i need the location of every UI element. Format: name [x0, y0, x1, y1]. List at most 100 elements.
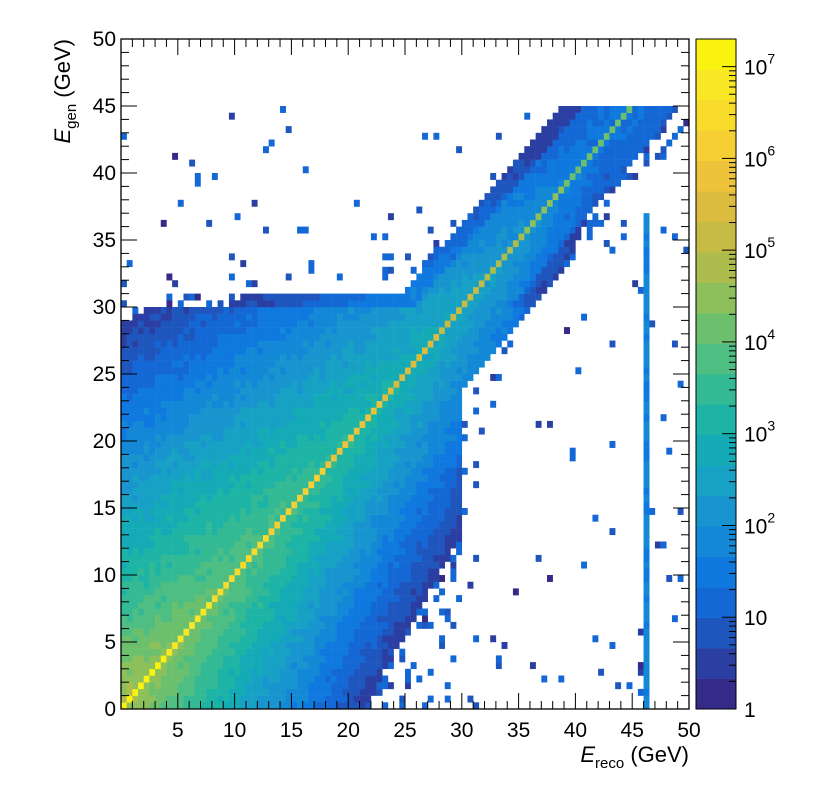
- histogram-cell: [319, 688, 326, 696]
- histogram-cell: [297, 293, 304, 301]
- histogram-cell: [143, 588, 150, 596]
- histogram-cell: [353, 333, 360, 341]
- histogram-cell: [280, 568, 286, 576]
- histogram-cell: [245, 575, 252, 582]
- histogram-cell: [280, 521, 286, 529]
- histogram-cell: [314, 434, 321, 442]
- histogram-cell: [268, 508, 275, 515]
- histogram-cell: [331, 320, 338, 328]
- histogram-cell: [160, 380, 167, 388]
- histogram-cell: [558, 146, 565, 154]
- histogram-cell: [234, 635, 241, 643]
- histogram-cell: [126, 508, 133, 515]
- histogram-cell: [439, 266, 446, 274]
- histogram-cell: [149, 508, 156, 515]
- histogram-cell: [217, 481, 224, 489]
- histogram-cell: [535, 179, 542, 187]
- histogram-cell: [439, 273, 446, 281]
- histogram-cell: [382, 494, 389, 502]
- histogram-cell: [501, 233, 508, 241]
- histogram-cell: [228, 508, 235, 515]
- histogram-cell: [211, 675, 218, 683]
- histogram-cell: [126, 521, 133, 529]
- histogram-cell: [564, 226, 570, 234]
- histogram-cell: [132, 695, 139, 703]
- histogram-cell: [285, 648, 292, 656]
- histogram-cell: [280, 340, 286, 348]
- histogram-cell: [444, 380, 451, 388]
- histogram-cell: [433, 427, 440, 435]
- histogram-cell: [512, 266, 519, 274]
- histogram-cell: [484, 226, 491, 234]
- histogram-cell: [302, 434, 309, 442]
- histogram-cell: [427, 434, 434, 442]
- histogram-cell: [382, 420, 389, 428]
- histogram-cell: [251, 675, 258, 683]
- histogram-cell: [143, 534, 150, 542]
- histogram-cell: [632, 280, 639, 288]
- histogram-cell: [251, 441, 258, 448]
- histogram-cell: [314, 675, 321, 683]
- histogram-cell: [581, 561, 588, 569]
- histogram-cell: [529, 159, 536, 167]
- histogram-cell: [558, 112, 565, 120]
- histogram-cell: [439, 554, 446, 562]
- histogram-cell: [439, 313, 446, 321]
- histogram-cell: [166, 353, 173, 361]
- histogram-cell: [586, 193, 593, 201]
- histogram-cell: [422, 327, 428, 335]
- histogram-cell: [512, 240, 519, 247]
- histogram-cell: [524, 146, 531, 154]
- histogram-cell: [240, 467, 247, 475]
- histogram-cell: [155, 554, 162, 562]
- histogram-cell: [353, 568, 360, 576]
- histogram-cell: [314, 474, 321, 482]
- histogram-cell: [228, 554, 235, 562]
- histogram-cell: [376, 642, 383, 649]
- edge-column-cell: [643, 528, 650, 536]
- histogram-cell: [211, 333, 218, 341]
- histogram-cell: [251, 280, 258, 288]
- histogram-cell: [274, 427, 281, 435]
- histogram-cell: [353, 648, 360, 656]
- histogram-cell: [376, 327, 383, 335]
- histogram-cell: [348, 441, 355, 448]
- histogram-cell: [393, 628, 400, 636]
- histogram-cell: [387, 407, 394, 415]
- histogram-cell: [206, 219, 213, 227]
- histogram-cell: [228, 528, 235, 536]
- histogram-cell: [245, 380, 252, 388]
- histogram-cell: [143, 655, 150, 663]
- histogram-cell: [387, 494, 394, 502]
- histogram-cell: [535, 166, 542, 174]
- histogram-cell: [342, 340, 349, 348]
- histogram-cell: [399, 347, 406, 355]
- histogram-cell: [240, 360, 247, 368]
- histogram-cell: [444, 474, 451, 482]
- histogram-cell: [132, 467, 139, 475]
- histogram-cell: [422, 481, 428, 489]
- histogram-cell: [251, 414, 258, 422]
- histogram-cell: [416, 387, 423, 395]
- histogram-cell: [439, 394, 446, 402]
- histogram-cell: [183, 481, 190, 489]
- histogram-cell: [444, 548, 451, 556]
- histogram-cell: [132, 387, 139, 395]
- histogram-cell: [206, 333, 213, 341]
- histogram-cell: [302, 467, 309, 475]
- histogram-cell: [172, 420, 179, 428]
- histogram-cell: [336, 300, 343, 308]
- histogram-cell: [206, 521, 213, 529]
- histogram-cell: [564, 132, 570, 140]
- histogram-cell: [478, 353, 485, 361]
- histogram-cell: [365, 481, 372, 489]
- histogram-cell: [228, 702, 235, 710]
- histogram-cell: [263, 628, 269, 636]
- histogram-cell: [189, 695, 196, 703]
- histogram-cell: [228, 548, 235, 556]
- histogram-cell: [336, 487, 343, 495]
- histogram-cell: [263, 494, 269, 502]
- histogram-cell: [149, 541, 156, 549]
- histogram-cell: [439, 407, 446, 415]
- histogram-cell: [518, 226, 525, 234]
